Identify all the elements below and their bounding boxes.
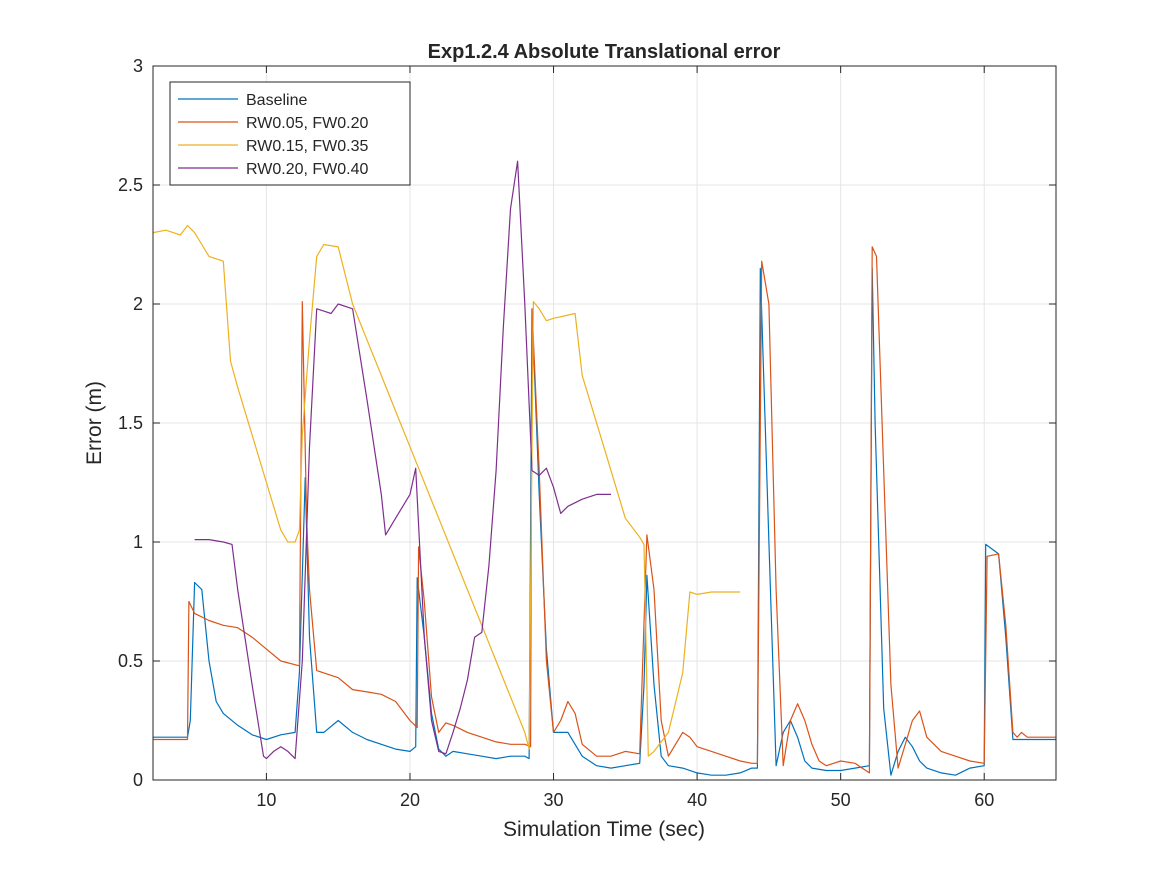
- x-tick-label: 60: [974, 790, 994, 810]
- legend-label: RW0.05, FW0.20: [246, 115, 369, 132]
- y-tick-label: 0.5: [118, 651, 143, 671]
- series-line-2: [153, 246, 1056, 774]
- x-tick-label: 30: [544, 790, 564, 810]
- y-tick-label: 3: [133, 56, 143, 76]
- series-line-1: [153, 267, 1056, 776]
- ticks: [153, 65, 1056, 781]
- legend-label: Baseline: [246, 92, 307, 109]
- legend: Baseline RW0.05, FW0.20 RW0.15, FW0.35 RW0.…: [169, 81, 411, 186]
- legend-entries: Baseline RW0.05, FW0.20 RW0.15, FW0.35 RW0.…: [178, 92, 369, 178]
- y-tick-label: 0: [133, 770, 143, 790]
- tick-labels: 10 20 30 40 50 60 0 0.5 1 1.5 2 2.5 3: [118, 56, 994, 810]
- series-line-3: [152, 224, 741, 757]
- y-tick-label: 2.5: [118, 175, 143, 195]
- x-tick-label: 10: [256, 790, 276, 810]
- series-line-4: [194, 160, 611, 760]
- series-layer: [152, 160, 1056, 776]
- legend-label: RW0.20, FW0.40: [246, 161, 369, 178]
- y-tick-label: 1.5: [118, 413, 143, 433]
- x-axis-label: Simulation Time (sec): [503, 818, 705, 841]
- y-tick-label: 2: [133, 294, 143, 314]
- y-axis-label: Error (m): [83, 381, 106, 465]
- legend-label: RW0.15, FW0.35: [246, 138, 369, 155]
- x-tick-label: 50: [831, 790, 851, 810]
- chart-title: Exp1.2.4 Absolute Translational error: [428, 41, 781, 63]
- x-tick-label: 20: [400, 790, 420, 810]
- x-tick-label: 40: [687, 790, 707, 810]
- y-tick-label: 1: [133, 532, 143, 552]
